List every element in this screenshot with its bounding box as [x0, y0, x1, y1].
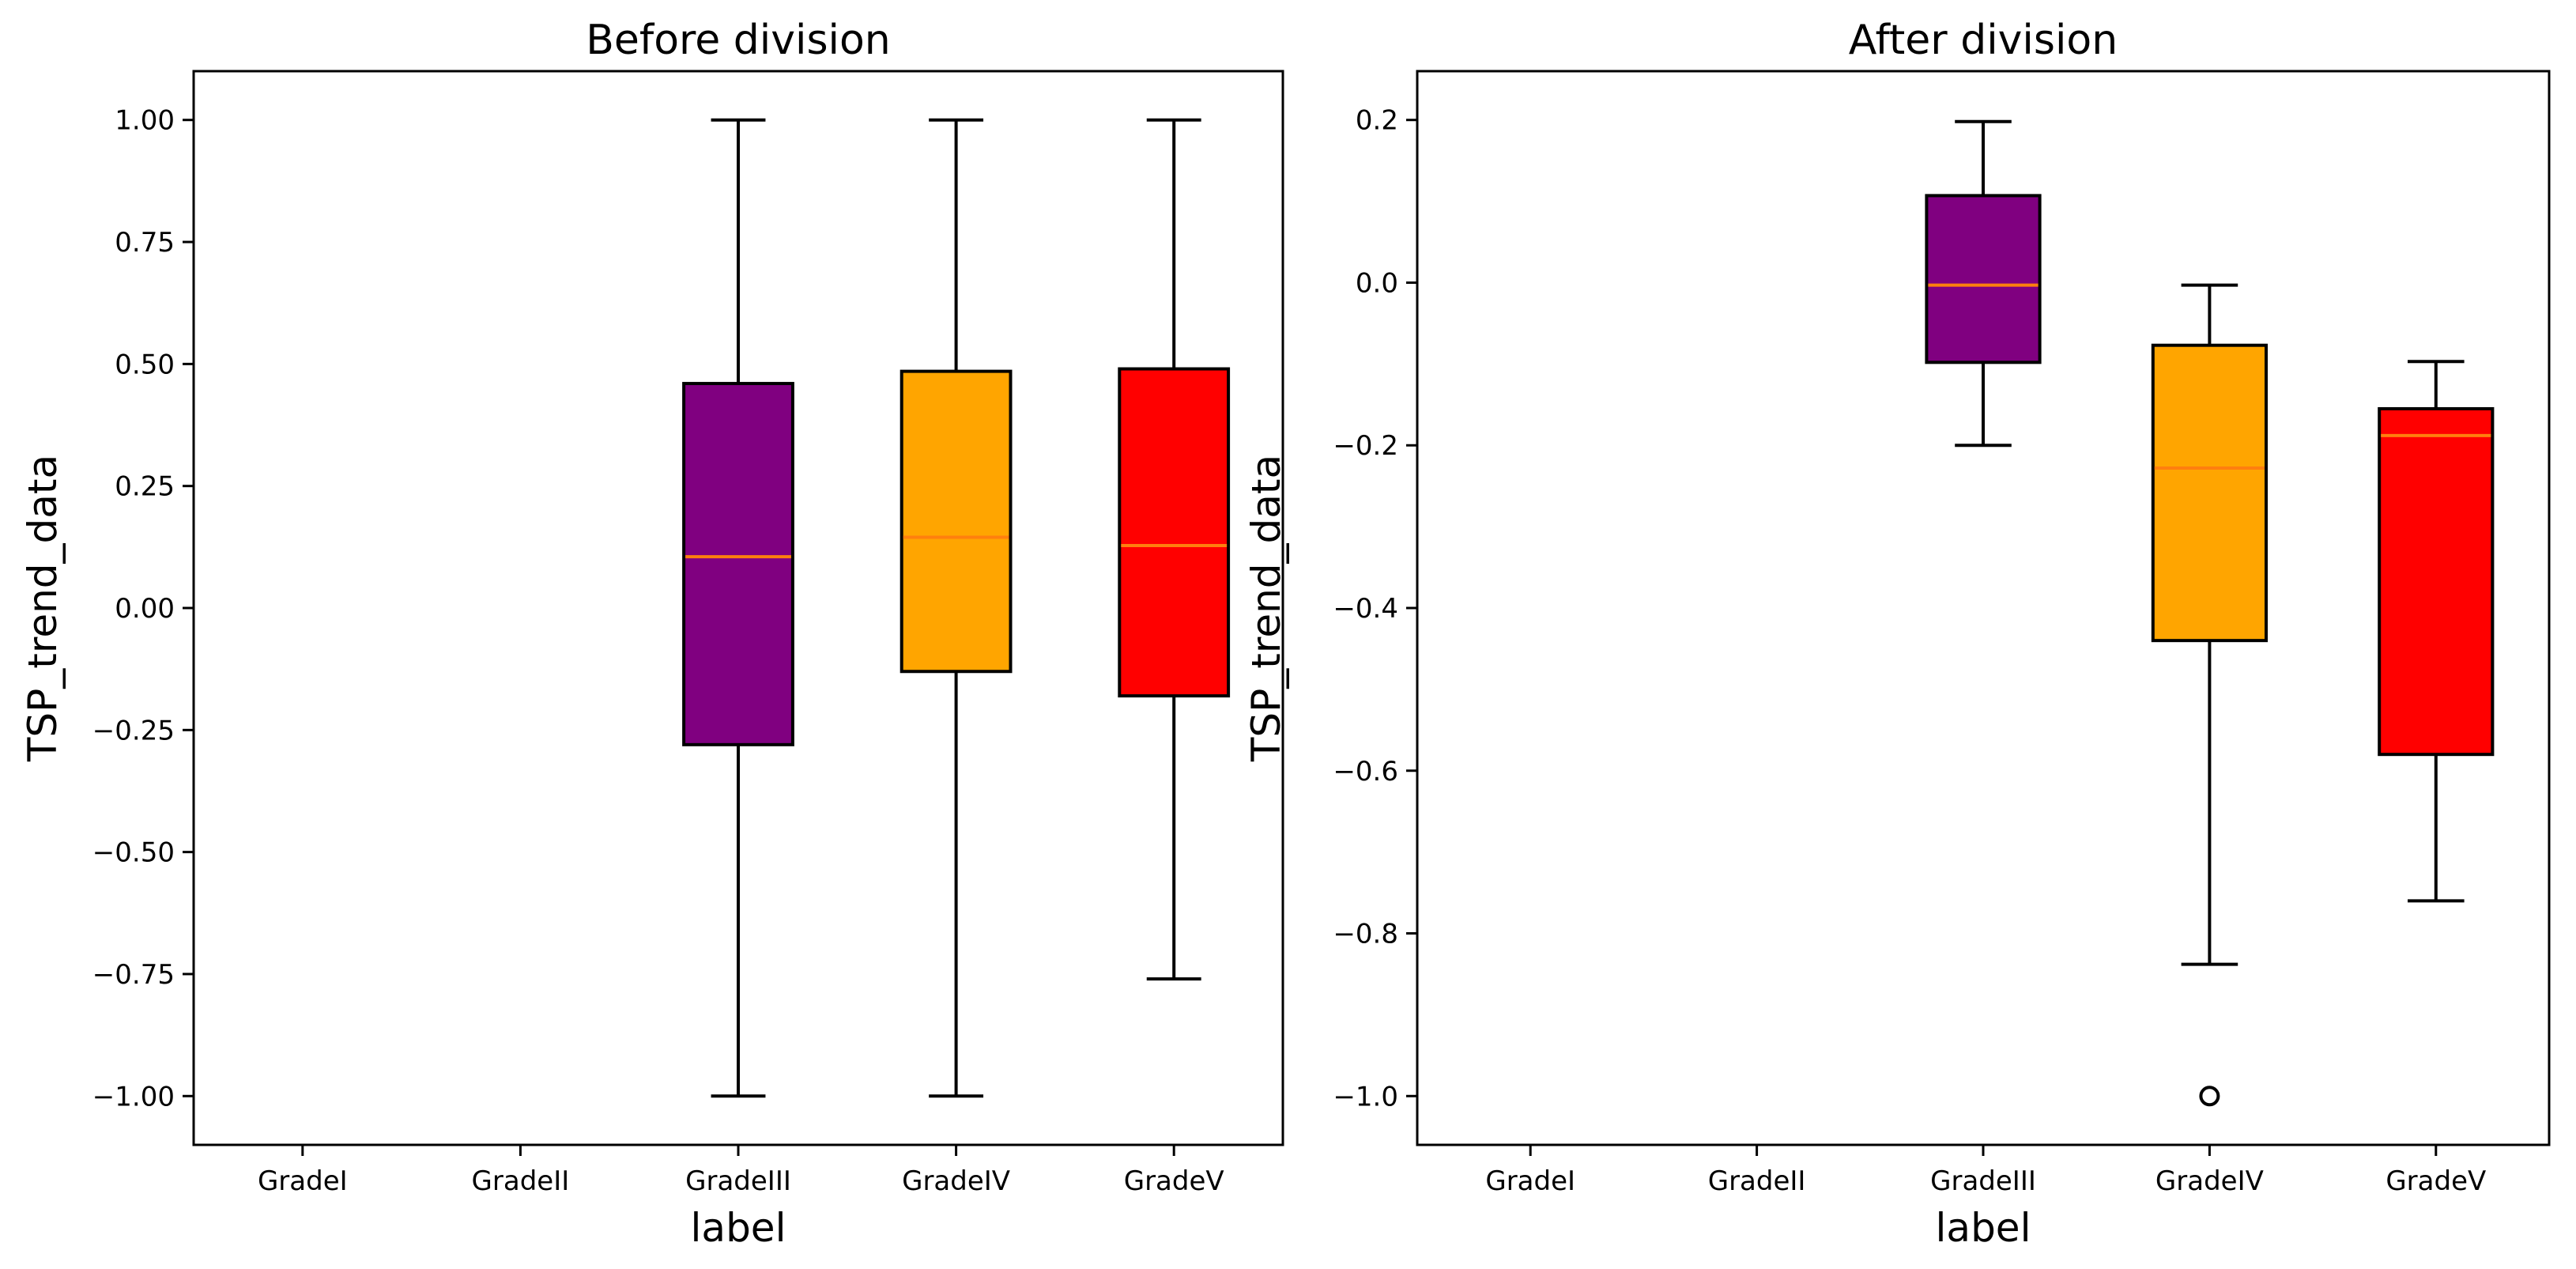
box-gradev	[1118, 367, 1231, 698]
y-tick-label: 0.00	[115, 593, 175, 625]
outlier-point	[2199, 1086, 2220, 1107]
box-gradeiv	[2151, 343, 2269, 643]
y-tick-label: 0.50	[115, 349, 175, 380]
y-axis-label: TSP_trend_data	[20, 455, 66, 762]
y-tick-label: −1.00	[92, 1081, 175, 1112]
x-tick-label: GradeIII	[685, 1165, 791, 1197]
y-tick-label: −0.4	[1333, 593, 1398, 625]
box-gradeiii	[1925, 194, 2042, 364]
y-tick-label: 0.75	[115, 227, 175, 259]
box-gradeiii	[682, 382, 794, 746]
box-gradeiv	[900, 369, 1013, 674]
y-tick-label: 0.25	[115, 471, 175, 503]
x-tick-label: GradeIV	[902, 1165, 1010, 1197]
y-tick-label: 1.00	[115, 105, 175, 137]
x-tick-label: GradeI	[258, 1165, 348, 1197]
plot-frame	[1416, 70, 2551, 1146]
x-axis-label: label	[691, 1205, 786, 1251]
y-tick-label: 0.2	[1356, 105, 1398, 137]
x-tick-label: GradeI	[1485, 1165, 1575, 1197]
y-tick-label: −0.6	[1333, 756, 1398, 787]
x-tick-label: GradeV	[1124, 1165, 1224, 1197]
y-tick-label: −0.50	[92, 837, 175, 869]
chart-title: After division	[1849, 17, 2118, 64]
x-tick-label: GradeII	[1708, 1165, 1806, 1197]
y-tick-label: 0.0	[1356, 267, 1398, 299]
box-gradev	[2378, 406, 2495, 757]
x-axis-label: label	[1936, 1205, 2031, 1251]
chart-title: Before division	[586, 17, 891, 64]
x-tick-label: GradeV	[2386, 1165, 2486, 1197]
y-tick-label: −0.2	[1333, 430, 1398, 462]
y-tick-label: −0.75	[92, 959, 175, 991]
y-axis-label: TSP_trend_data	[1243, 455, 1289, 762]
x-tick-label: GradeIV	[2155, 1165, 2264, 1197]
y-tick-label: −0.25	[92, 715, 175, 746]
y-tick-label: −0.8	[1333, 919, 1398, 950]
y-tick-label: −1.0	[1333, 1081, 1398, 1112]
x-tick-label: GradeII	[472, 1165, 570, 1197]
x-tick-label: GradeIII	[1930, 1165, 2036, 1197]
plot-frame	[192, 70, 1284, 1146]
